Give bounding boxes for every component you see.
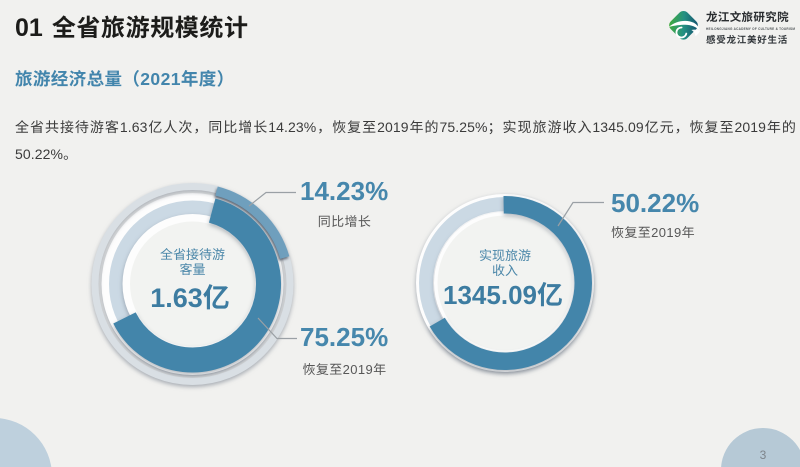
donut1-growth-label: 同比增长 (317, 214, 372, 229)
donut-chart-2 (416, 194, 594, 372)
section-subtitle: 旅游经济总量（2021年度） (15, 69, 235, 89)
logo-subtitle-en: HEILONGJIANG ACADEMY OF CULTURE & TOURIS… (706, 27, 796, 31)
donut2-recovery-label: 恢复至2019年 (610, 225, 696, 240)
bottom-left-blob (0, 418, 52, 467)
donut-chart-1 (91, 183, 294, 385)
donut2-recovery-value: 50.22% (611, 188, 700, 218)
donut1-recovery-label: 恢复至2019年 (302, 362, 387, 377)
page-title: 01 全省旅游规模统计 (15, 8, 249, 43)
logo: 龙江文旅研究院 HEILONGJIANG ACADEMY OF CULTURE … (664, 7, 796, 49)
donut1-center-label: 全省接待游客量 (159, 247, 225, 277)
logo-text: 龙江文旅研究院 HEILONGJIANG ACADEMY OF CULTURE … (706, 7, 796, 46)
leader-line-2 (257, 317, 297, 340)
summary-paragraph: 全省共接待游客1.63亿人次，同比增长14.23%，恢复至2019年的75.25… (15, 119, 796, 162)
logo-slogan: 感受龙江美好生活 (706, 34, 789, 46)
donut2-center-label: 实现旅游收入 (478, 248, 531, 278)
section-number: 01 (15, 14, 43, 42)
donut1-center-value: 1.63亿 (150, 283, 230, 313)
leader-line-1 (248, 191, 296, 207)
leader-line-3 (557, 201, 604, 227)
donut1-growth-value: 14.23% (300, 176, 389, 206)
page-number: 3 (759, 448, 767, 462)
title-text: 全省旅游规模统计 (51, 15, 249, 42)
logo-diamond-icon (668, 10, 700, 40)
bottom-right-blob (721, 428, 800, 467)
logo-name: 龙江文旅研究院 (706, 12, 789, 24)
donut2-center-value: 1345.09亿 (443, 280, 563, 310)
donut1-recovery-value: 75.25% (300, 322, 389, 352)
